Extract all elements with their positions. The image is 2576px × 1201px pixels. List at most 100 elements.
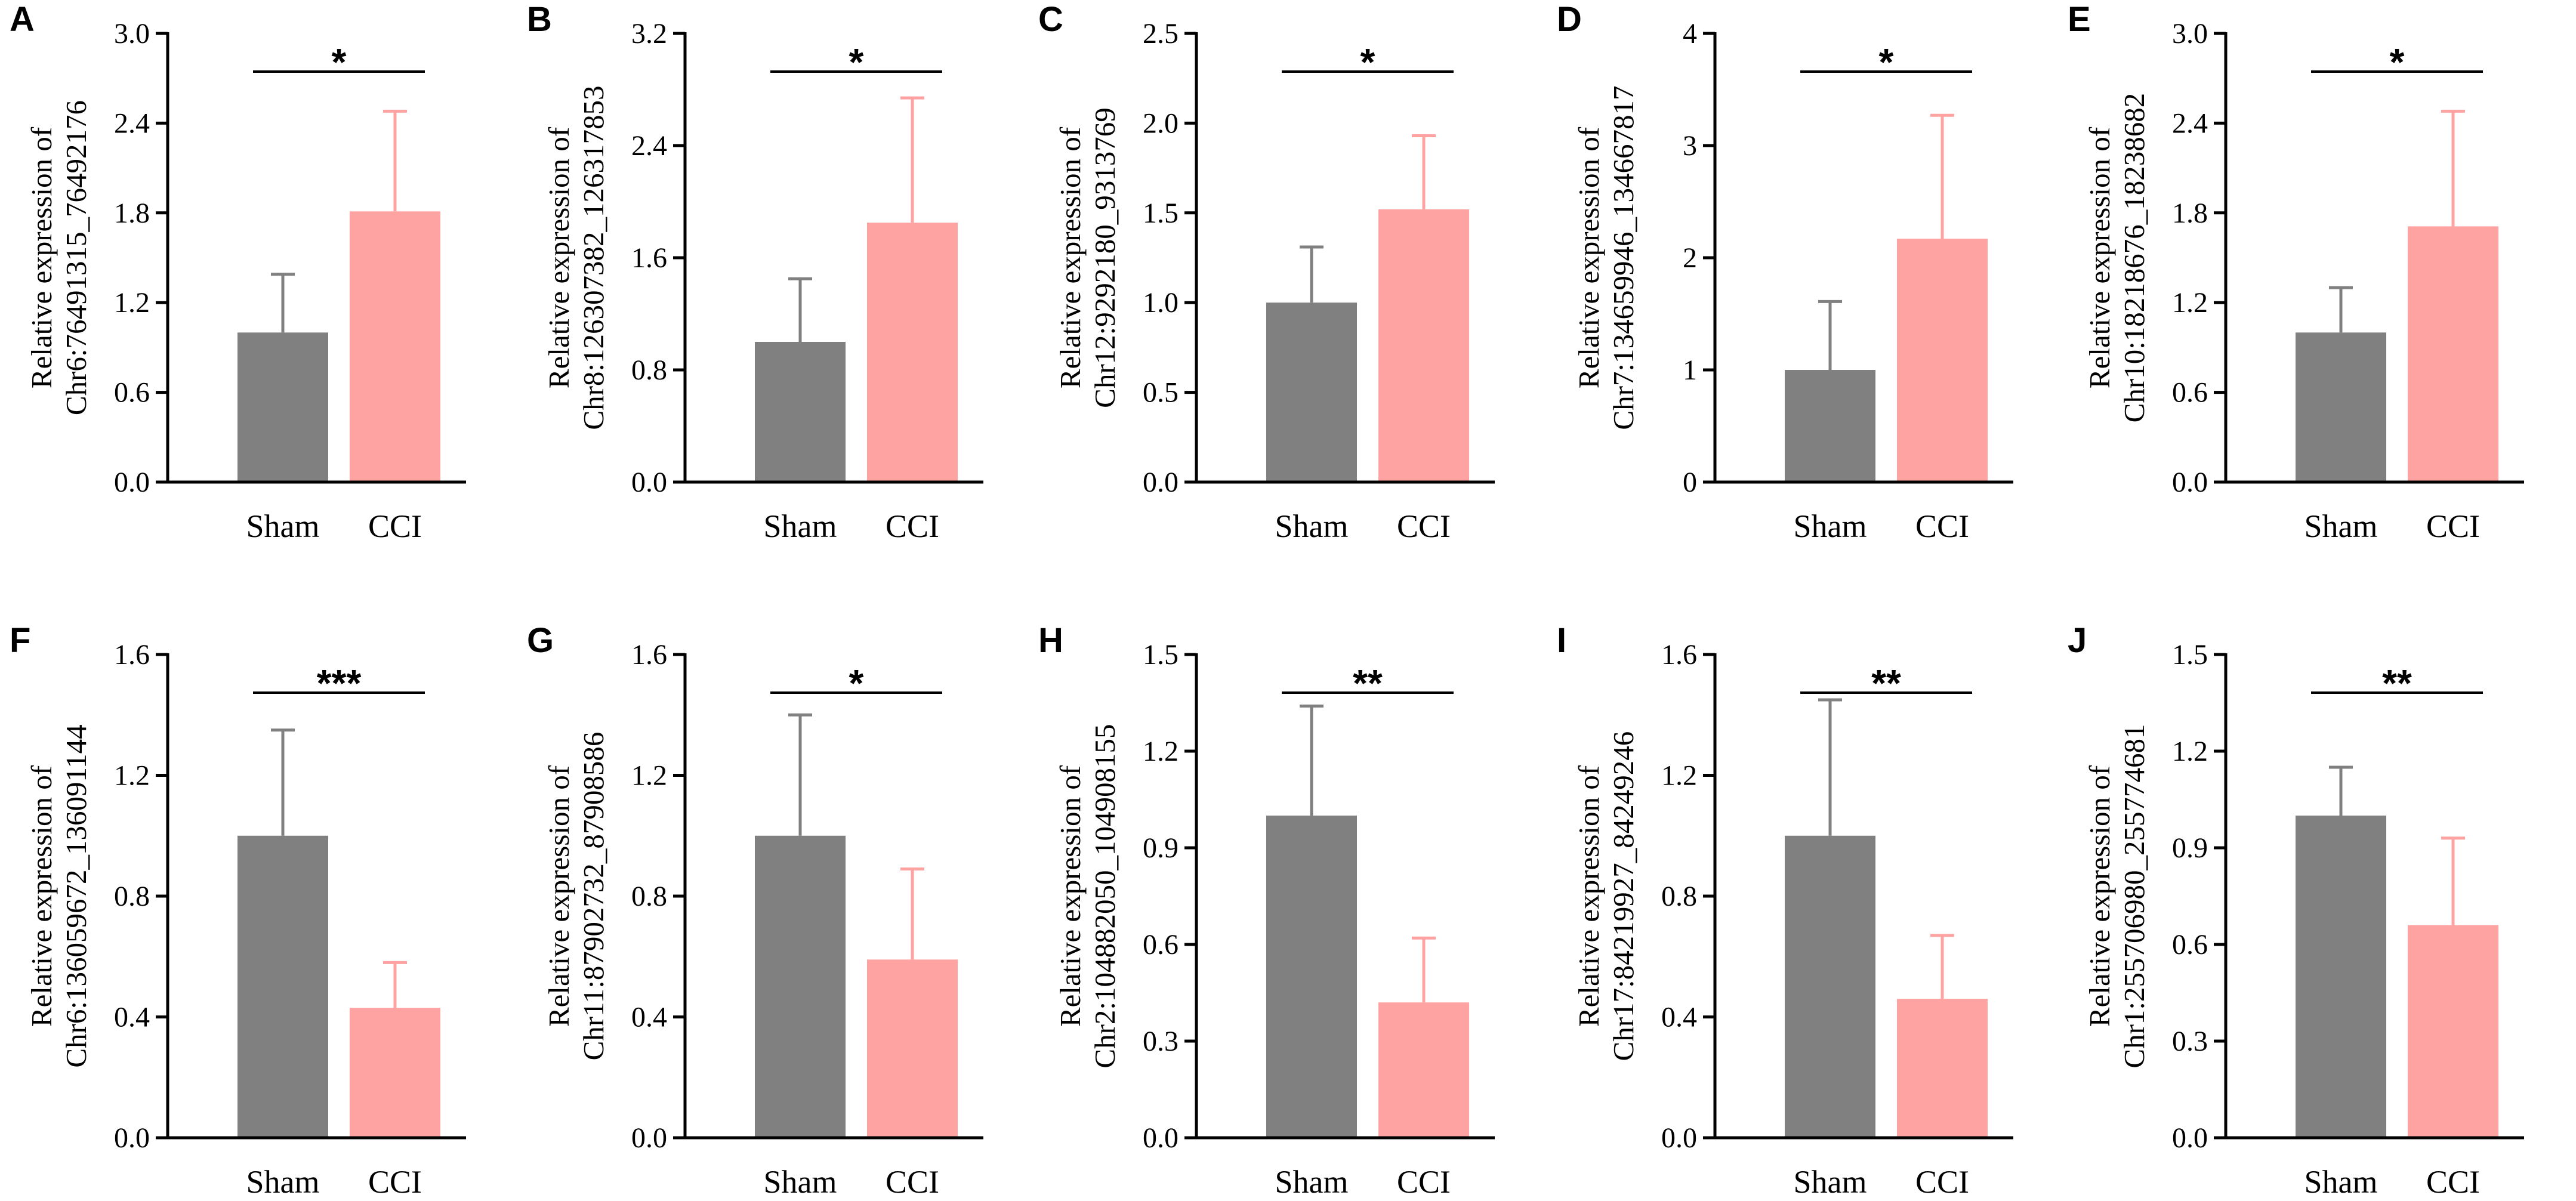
chart-h-xtick-sham: Sham [1275,1164,1348,1200]
chart-e-significance-marker: * [2390,41,2405,84]
chart-e-xtick-sham: Sham [2304,508,2377,544]
chart-e-ytick-label: 0.0 [2172,467,2208,498]
chart-b-xtick-cci: CCI [886,508,939,544]
chart-h-ylabel-line-2: Chr2:104882050_104908155 [1088,724,1121,1068]
chart-h-xtick-cci: CCI [1397,1164,1451,1200]
chart-d-bar-sham [1785,370,1875,482]
chart-b: B Relative expression of Chr8:126307382_12… [527,0,983,544]
chart-g-bar-sham [755,835,846,1138]
chart-a-ytick-label: 2.4 [114,107,150,139]
chart-j: J Relative expression of Chr1:255706980_25… [2068,621,2524,1200]
chart-j-xtick-cci: CCI [2426,1164,2480,1200]
chart-b-significance-marker: * [849,41,864,84]
chart-e-ytick-label: 0.6 [2172,377,2208,409]
chart-b-panel-letter: B [527,0,552,39]
chart-c-ytick-label: 2.0 [1143,107,1179,139]
chart-d: D Relative expression of Chr7:134659946_13… [1557,0,2013,544]
chart-d-xtick-cci: CCI [1915,508,1969,544]
chart-f-ylabel-line-1: Relative expression of [25,765,58,1027]
chart-e-bar-cci [2408,226,2498,482]
chart-d-panel-letter: D [1557,0,1582,39]
chart-c-xtick-sham: Sham [1275,508,1348,544]
chart-e-ytick-label: 1.8 [2172,197,2208,229]
chart-i-ytick-label: 1.2 [1661,760,1697,792]
chart-a-ylabel-line-2: Chr6:76491315_76492176 [60,100,92,415]
chart-f-ytick-label: 1.2 [114,760,150,792]
chart-d-bar-cci [1897,239,1988,482]
chart-e-bar-sham [2296,332,2386,482]
chart-i-ytick-label: 0.8 [1661,881,1697,912]
chart-h-ylabel-line-1: Relative expression of [1054,765,1087,1027]
chart-a: A Relative expression of Chr6:76491315_764… [10,0,466,544]
chart-j-ytick-label: 1.5 [2172,639,2208,671]
chart-i-significance-marker: ** [1871,662,1901,705]
chart-h-bar-sham [1266,816,1357,1138]
chart-c-significance-marker: * [1361,41,1375,84]
chart-j-xtick-sham: Sham [2304,1164,2377,1200]
chart-g-significance-marker: * [849,662,864,705]
chart-a-bar-sham [237,332,328,482]
chart-a-ytick-label: 1.2 [114,287,150,319]
chart-j-ytick-label: 1.2 [2172,736,2208,767]
chart-f-bar-cci [350,1008,440,1138]
chart-g-xtick-sham: Sham [763,1164,837,1200]
chart-j-ylabel-line-2: Chr1:255706980_255774681 [2118,724,2151,1068]
chart-b-ytick-label: 2.4 [631,130,667,162]
chart-i-ytick-label: 0.0 [1661,1122,1697,1154]
chart-b-ytick-label: 0.0 [631,467,667,498]
chart-f-significance-marker: *** [317,662,362,705]
chart-d-ylabel-line-2: Chr7:134659946_134667817 [1607,85,1640,430]
chart-f-xtick-sham: Sham [246,1164,319,1200]
chart-b-ytick-label: 3.2 [631,18,667,50]
chart-g-ytick-label: 0.4 [631,1002,667,1033]
chart-i-panel-letter: I [1557,621,1566,660]
chart-c-bar-sham [1266,302,1357,482]
chart-h-panel-letter: H [1038,621,1063,660]
chart-h-ytick-label: 0.9 [1143,832,1179,864]
chart-c-ylabel-line-2: Chr12:9292180_9313769 [1088,107,1121,408]
chart-d-ytick-label: 1 [1683,354,1697,386]
chart-g-ylabel-line-1: Relative expression of [542,765,575,1027]
chart-j-ytick-label: 0.0 [2172,1122,2208,1154]
chart-h-bar-cci [1378,1002,1469,1138]
chart-e-ylabel-line-1: Relative expression of [2083,126,2116,388]
chart-b-ylabel-line-1: Relative expression of [542,126,575,388]
chart-h-ytick-label: 1.5 [1143,639,1179,671]
chart-c-xtick-cci: CCI [1397,508,1451,544]
chart-a-panel-letter: A [10,0,35,39]
chart-e-xtick-cci: CCI [2426,508,2480,544]
chart-g-ylabel-line-2: Chr11:87902732_87908586 [577,732,610,1061]
chart-d-ytick-label: 2 [1683,242,1697,274]
chart-e-ytick-label: 1.2 [2172,287,2208,319]
chart-h: H Relative expression of Chr2:104882050_10… [1038,621,1495,1200]
chart-b-bar-cci [867,223,958,482]
chart-a-ytick-label: 3.0 [114,18,150,50]
chart-b-ytick-label: 0.8 [631,354,667,386]
chart-f-ytick-label: 0.8 [114,881,150,912]
chart-c: C Relative expression of Chr12:9292180_931… [1038,0,1495,544]
chart-c-ytick-label: 0.0 [1143,467,1179,498]
chart-d-ytick-label: 3 [1683,130,1697,162]
chart-e: E Relative expression of Chr10:18218676_18… [2068,0,2524,544]
chart-f-xtick-cci: CCI [368,1164,422,1200]
chart-g-ytick-label: 0.8 [631,881,667,912]
chart-e-panel-letter: E [2068,0,2091,39]
chart-a-bar-cci [350,211,440,482]
chart-f-ytick-label: 0.4 [114,1002,150,1033]
chart-a-ytick-label: 0.6 [114,377,150,409]
chart-g-bar-cci [867,959,958,1138]
chart-j-ytick-label: 0.6 [2172,929,2208,961]
chart-g-ytick-label: 1.6 [631,639,667,671]
chart-i-ylabel-line-1: Relative expression of [1572,765,1605,1027]
chart-d-ylabel-line-1: Relative expression of [1572,126,1605,388]
chart-g-panel-letter: G [527,621,554,660]
chart-h-significance-marker: ** [1353,662,1383,705]
chart-b-ytick-label: 1.6 [631,242,667,274]
chart-c-ytick-label: 1.5 [1143,197,1179,229]
chart-c-ylabel-line-1: Relative expression of [1054,126,1087,388]
chart-b-bar-sham [755,342,846,482]
chart-d-xtick-sham: Sham [1793,508,1867,544]
chart-a-xtick-cci: CCI [368,508,422,544]
chart-c-bar-cci [1378,209,1469,482]
